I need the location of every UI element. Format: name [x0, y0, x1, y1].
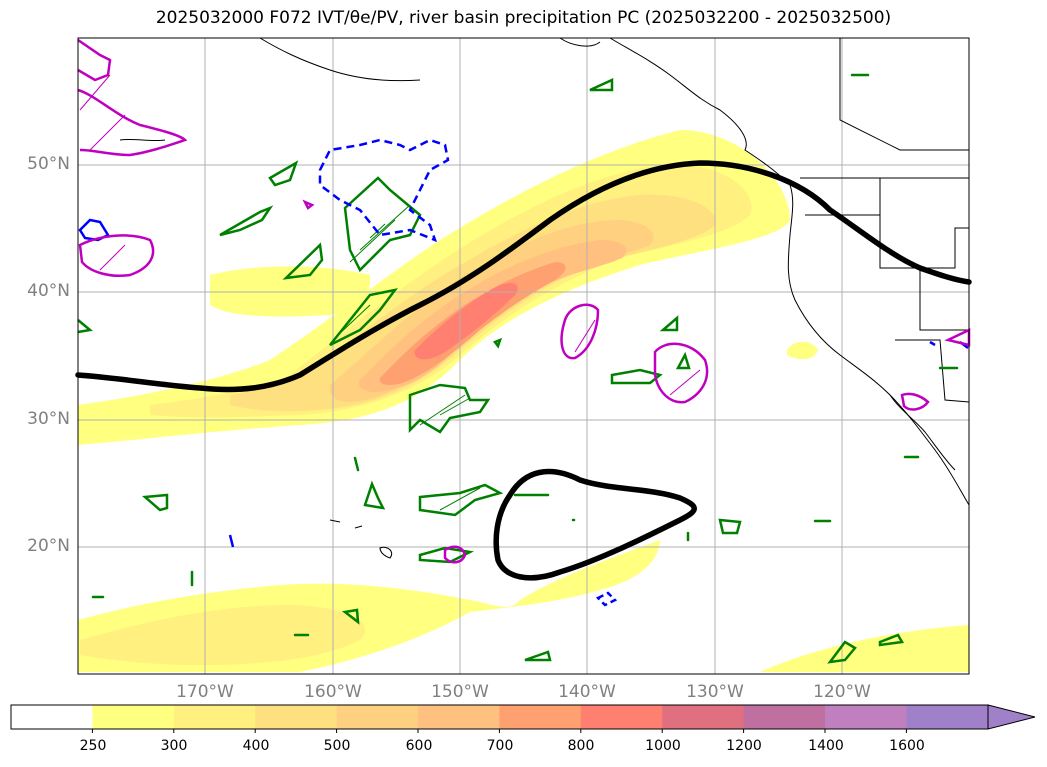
ivt-250-west-lobe: [210, 266, 371, 317]
colorbar-swatch: [499, 705, 582, 729]
lat-label-20n: 20°N: [27, 536, 70, 556]
chart-title: 2025032000 F072 IVT/θe/PV, river basin p…: [155, 8, 892, 28]
colorbar-swatch: [173, 705, 256, 729]
lat-label-30n: 30°N: [27, 409, 70, 429]
colorbar-swatch: [92, 705, 175, 729]
theta-e-contours: [75, 160, 972, 581]
colorbar-swatch: [11, 705, 93, 729]
theta-e-main-contour: [75, 160, 972, 393]
colorbar-extend-arrow: [987, 704, 1036, 730]
precip-pc-contours: [77, 38, 971, 564]
precip-pc-hatching: [79, 74, 701, 396]
ivt-250-coast-blob: [787, 341, 818, 360]
colorbar-frame: [10, 704, 989, 730]
colorbar-swatch: [906, 705, 989, 729]
colorbar-swatch: [255, 705, 338, 729]
positive-pv-contours: [77, 78, 905, 664]
ivt-800-core: [414, 283, 518, 360]
colorbar-swatch: [662, 705, 745, 729]
lon-label-140w: 140°W: [558, 682, 616, 702]
positive-pv-hatching: [334, 204, 481, 511]
colorbar-swatch: [418, 705, 500, 729]
colorbar-label-1000: 1000: [645, 738, 681, 754]
colorbar-label-700: 700: [486, 738, 514, 754]
colorbar-label-1600: 1600: [889, 738, 925, 754]
ivt-300-south: [80, 605, 366, 665]
lon-label-170w: 170°W: [176, 682, 234, 702]
ivt-250-se-band: [760, 625, 969, 672]
positive-pv-dashes: [91, 73, 959, 637]
map-background: [78, 38, 969, 674]
colorbar-label-250: 250: [79, 738, 107, 754]
colorbar-label-800: 800: [567, 738, 595, 754]
lon-label-120w: 120°W: [813, 682, 871, 702]
colorbar-label-400: 400: [242, 738, 270, 754]
colorbar-swatch: [336, 705, 419, 729]
lon-label-160w: 160°W: [304, 682, 362, 702]
colorbar: [11, 705, 989, 733]
lat-label-50n: 50°N: [27, 154, 70, 174]
colorbar-label-1400: 1400: [808, 738, 844, 754]
colorbar-label-600: 600: [405, 738, 433, 754]
lon-label-150w: 150°W: [431, 682, 489, 702]
map-frame: [77, 37, 970, 675]
colorbar-label-500: 500: [323, 738, 351, 754]
theta-e-closed-contour: [493, 468, 697, 581]
colorbar-label-1200: 1200: [726, 738, 762, 754]
colorbar-swatch: [743, 705, 826, 729]
colorbar-swatch: [825, 705, 907, 729]
colorbar-label-300: 300: [160, 738, 188, 754]
colorbar-swatch: [580, 705, 663, 729]
graticule: [78, 38, 969, 674]
lat-label-40n: 40°N: [27, 281, 70, 301]
lon-label-130w: 130°W: [686, 682, 744, 702]
